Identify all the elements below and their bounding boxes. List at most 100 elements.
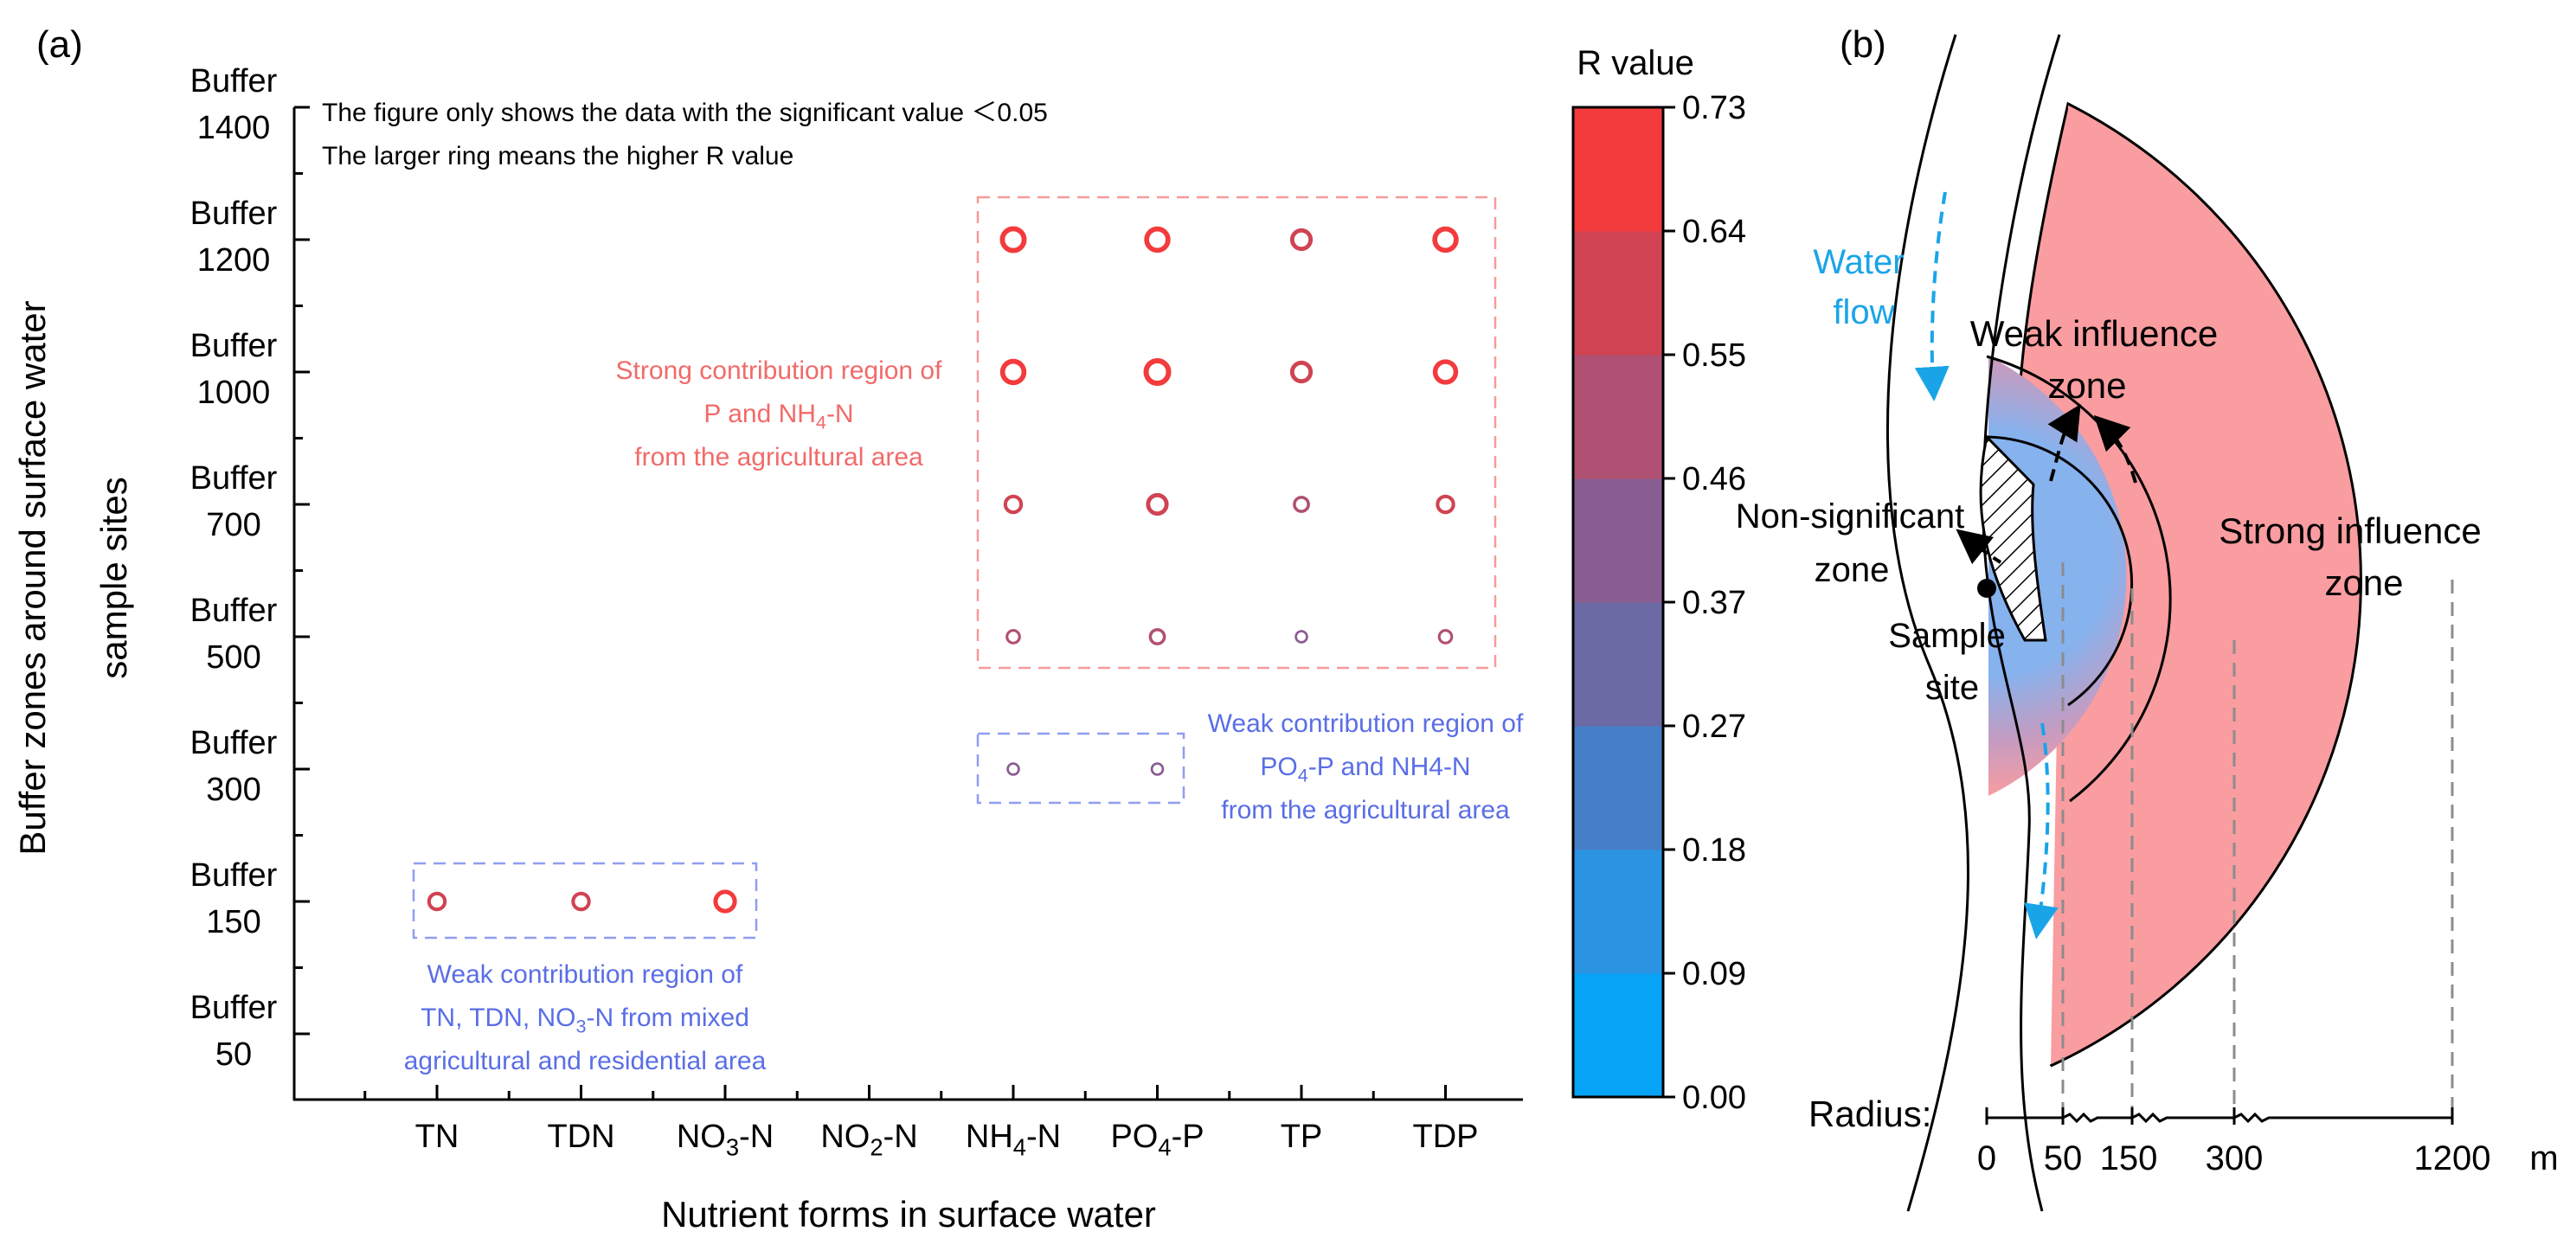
data-point-ring [1006, 762, 1020, 776]
colorbar-tick-label: 0.73 [1682, 90, 1746, 126]
x-tick-label: TDP [1413, 1119, 1479, 1155]
region-label-weak-n: Weak contribution region of [427, 960, 743, 989]
colorbar-tick-label: 0.27 [1682, 709, 1746, 745]
data-point-ring [713, 889, 737, 914]
radius-scale-line [1987, 1112, 2452, 1124]
water-flow-label-2: flow [1833, 293, 1894, 331]
data-point-ring [1437, 629, 1454, 645]
y-tick-label-value: 500 [206, 639, 260, 676]
core-zone-boundary [1986, 435, 2134, 707]
x-tick-label: TDN [547, 1119, 614, 1155]
strong-influence-zone-arc [2050, 102, 2362, 1068]
strong-region-box [976, 196, 1497, 670]
sample-site-dot [1977, 579, 1996, 598]
y-axis-ticks: Buffer 50 Buffer 150 Buffer 300 Buffer 500 Buffe… [190, 63, 310, 1073]
y-tick-label-buffer: Buffer [190, 196, 278, 232]
colorbar-segment [1573, 973, 1663, 1098]
region-label-weak-p: Weak contribution region of [1208, 709, 1524, 738]
radius-unit: m [2529, 1139, 2558, 1177]
y-tick-label-value: 1000 [197, 375, 271, 411]
weak-n-region-box [412, 862, 758, 940]
strong-zone-label-2: zone [2324, 562, 2403, 603]
radius-tick-300: 300 [2206, 1139, 2264, 1177]
region-label-strong: Strong contribution region of [616, 356, 943, 385]
region-label-weak-p: PO4-P and NH4-N [1260, 753, 1470, 786]
data-point-ring [1293, 496, 1310, 513]
x-tick-label: TP [1281, 1119, 1323, 1155]
radius-guide-lines [2061, 562, 2454, 1118]
colorbar-segment [1573, 355, 1663, 479]
nonsig-arrow [1956, 529, 2002, 565]
nonsig-zone-label-2: zone [1815, 551, 1890, 589]
colorbar-tick-label: 0.00 [1682, 1080, 1746, 1116]
radius-label: Radius: [1808, 1094, 1931, 1134]
note-ring-size: The larger ring means the higher R value [322, 142, 793, 170]
y-tick-label-buffer: Buffer [190, 990, 278, 1026]
data-point-ring [1432, 359, 1459, 385]
data-point-ring [999, 226, 1027, 253]
x-tick-label: PO4-P [1110, 1119, 1204, 1161]
data-point-ring [1436, 494, 1455, 515]
x-tick-label: TN [415, 1119, 459, 1155]
water-flow-label-1: Water [1813, 243, 1904, 281]
y-tick-label-value: 700 [206, 507, 260, 543]
y-tick-label-value: 1400 [197, 110, 271, 146]
radius-scale-ticks [1985, 1107, 2454, 1125]
colorbar-segment [1573, 107, 1663, 232]
y-tick-label-value: 150 [206, 904, 260, 940]
river-left-bank [1885, 34, 1969, 1212]
data-point-ring [1432, 226, 1459, 253]
region-label-weak-n: TN, TDN, NO3-N from mixed [421, 1004, 749, 1037]
data-point-ring [1005, 629, 1021, 645]
data-point-ring [1148, 628, 1166, 645]
region-label-strong: from the agricultural area [634, 443, 923, 471]
colorbar: 0.00 0.09 0.18 0.27 0.37 0.46 0.55 0.64 0.73 [1571, 90, 1746, 1116]
data-point-ring [427, 891, 447, 912]
data-point-ring [1289, 228, 1314, 252]
weak-zone-label-1: Weak influence [1970, 313, 2218, 354]
colorbar-title: R value [1577, 44, 1694, 82]
data-point-ring [1143, 358, 1172, 386]
y-tick-label-value: 50 [215, 1036, 252, 1073]
colorbar-segment [1573, 602, 1663, 727]
x-tick-label: NH4-N [966, 1119, 1061, 1161]
note-significance: The figure only shows the data with the … [322, 99, 1048, 127]
strong-zone-label-1: Strong influence [2219, 510, 2482, 551]
data-point-ring [1150, 762, 1165, 776]
colorbar-segment [1573, 231, 1663, 356]
x-axis-title: Nutrient forms in surface water [661, 1194, 1156, 1235]
radius-tick-150: 150 [2100, 1139, 2158, 1177]
y-tick-label-buffer: Buffer [190, 328, 278, 364]
y-tick-label-buffer: Buffer [190, 725, 278, 761]
water-flow-arrow-lower [2024, 722, 2059, 940]
radius-tick-1200: 1200 [2414, 1139, 2491, 1177]
water-flow-arrow-upper [1914, 191, 1950, 401]
y-tick-label-buffer: Buffer [190, 857, 278, 894]
colorbar-tick-label: 0.64 [1682, 214, 1746, 250]
data-point-ring [1003, 494, 1024, 515]
y-tick-label-buffer: Buffer [190, 460, 278, 497]
region-label-strong: P and NH4-N [703, 400, 853, 433]
colorbar-tick-label: 0.37 [1682, 585, 1746, 621]
y-tick-label-value: 1200 [197, 242, 271, 279]
y-tick-label-value: 300 [206, 772, 260, 808]
colorbar-tick-label: 0.09 [1682, 956, 1746, 992]
weak-zone-arrow-1 [2047, 404, 2081, 482]
y-tick-label-buffer: Buffer [190, 63, 278, 99]
weak-zone-label-2: zone [2047, 365, 2126, 406]
data-point-ring [1144, 226, 1171, 253]
y-axis-title-line2: sample sites [93, 477, 134, 678]
non-significant-zone [1979, 433, 2047, 642]
region-label-weak-n: agricultural and residential area [404, 1047, 767, 1075]
x-tick-label: NO2-N [820, 1119, 917, 1161]
river-right-bank [1982, 34, 2061, 1212]
y-tick-label-buffer: Buffer [190, 593, 278, 629]
region-label-weak-p: from the agricultural area [1221, 796, 1510, 824]
colorbar-tick-label: 0.46 [1682, 461, 1746, 497]
colorbar-segment [1573, 478, 1663, 603]
sample-site-label-2: site [1925, 669, 1979, 707]
sample-site-label-1: Sample [1888, 617, 2006, 655]
colorbar-tick-label: 0.18 [1682, 832, 1746, 869]
data-point-ring [1146, 492, 1169, 516]
